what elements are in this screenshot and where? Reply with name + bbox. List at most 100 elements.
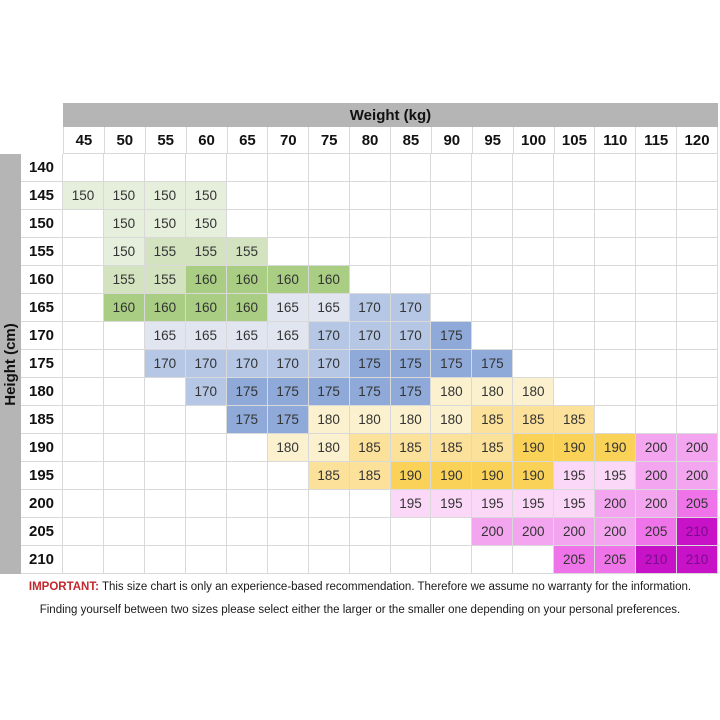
empty-cell <box>595 238 637 266</box>
weight-tick-110: 110 <box>595 127 637 154</box>
empty-cell <box>308 154 350 182</box>
empty-cell <box>554 266 596 294</box>
empty-cell <box>144 406 186 434</box>
empty-cell <box>63 518 104 546</box>
size-cell: 175 <box>349 378 391 406</box>
empty-cell <box>677 210 718 238</box>
weight-tick-115: 115 <box>636 127 678 154</box>
size-cell: 150 <box>185 210 227 238</box>
size-cell: 205 <box>636 518 678 546</box>
size-cell: 185 <box>390 434 432 462</box>
size-cell: 150 <box>144 210 186 238</box>
empty-cell <box>63 322 104 350</box>
size-cell: 200 <box>636 462 678 490</box>
size-cell: 165 <box>226 322 268 350</box>
empty-cell <box>103 462 145 490</box>
empty-cell <box>349 154 391 182</box>
empty-cell <box>185 462 227 490</box>
empty-cell <box>513 154 555 182</box>
weight-axis-title: Weight (kg) <box>63 103 718 127</box>
size-cell: 195 <box>431 490 473 518</box>
height-tick-210: 210 <box>21 546 63 574</box>
size-cell: 175 <box>390 378 432 406</box>
empty-cell <box>513 350 555 378</box>
size-cell: 150 <box>103 210 145 238</box>
size-cell: 190 <box>513 462 555 490</box>
size-cell: 155 <box>144 266 186 294</box>
empty-cell <box>103 378 145 406</box>
size-cell: 160 <box>185 294 227 322</box>
empty-cell <box>267 182 309 210</box>
size-cell: 150 <box>103 182 145 210</box>
empty-cell <box>226 182 268 210</box>
disclaimer-line-1: IMPORTANT: This size chart is only an ex… <box>0 581 720 593</box>
empty-cell <box>144 154 186 182</box>
empty-cell <box>308 210 350 238</box>
size-cell: 195 <box>513 490 555 518</box>
empty-cell <box>431 210 473 238</box>
weight-tick-85: 85 <box>391 127 432 154</box>
empty-cell <box>390 546 432 574</box>
empty-cell <box>472 210 514 238</box>
size-cell: 200 <box>513 518 555 546</box>
size-cell: 175 <box>267 406 309 434</box>
size-cell: 170 <box>390 294 432 322</box>
empty-cell <box>267 210 309 238</box>
height-tick-160: 160 <box>21 266 63 294</box>
empty-cell <box>103 154 145 182</box>
size-cell: 200 <box>554 518 596 546</box>
size-cell: 190 <box>513 434 555 462</box>
empty-cell <box>267 490 309 518</box>
empty-cell <box>349 266 391 294</box>
size-cell: 170 <box>185 378 227 406</box>
empty-cell <box>431 546 473 574</box>
empty-cell <box>63 490 104 518</box>
empty-cell <box>63 154 104 182</box>
size-cell: 165 <box>308 294 350 322</box>
empty-cell <box>595 350 637 378</box>
empty-cell <box>308 238 350 266</box>
size-cell: 205 <box>677 490 718 518</box>
size-cell: 160 <box>103 294 145 322</box>
empty-cell <box>185 154 227 182</box>
empty-cell <box>349 490 391 518</box>
empty-cell <box>595 182 637 210</box>
weight-tick-75: 75 <box>309 127 351 154</box>
disclaimer-text-1: This size chart is only an experience-ba… <box>101 581 692 593</box>
empty-cell <box>267 546 309 574</box>
size-cell: 180 <box>513 378 555 406</box>
size-cell: 180 <box>472 378 514 406</box>
empty-cell <box>554 350 596 378</box>
size-cell: 180 <box>431 378 473 406</box>
weight-axis-title-label: Weight (kg) <box>349 106 432 124</box>
empty-cell <box>472 546 514 574</box>
empty-cell <box>349 546 391 574</box>
size-cell: 170 <box>144 350 186 378</box>
empty-cell <box>513 266 555 294</box>
weight-tick-65: 65 <box>227 127 269 154</box>
weight-tick-80: 80 <box>350 127 391 154</box>
size-cell: 180 <box>308 406 350 434</box>
size-cell: 170 <box>308 322 350 350</box>
empty-cell <box>226 546 268 574</box>
weight-tick-95: 95 <box>472 127 514 154</box>
empty-cell <box>144 546 186 574</box>
size-cell: 180 <box>390 406 432 434</box>
size-cell: 185 <box>431 434 473 462</box>
weight-tick-60: 60 <box>186 127 228 154</box>
empty-cell <box>63 294 104 322</box>
size-cell: 165 <box>267 322 309 350</box>
empty-cell <box>63 266 104 294</box>
height-axis-title-label: Height (cm) <box>2 322 19 406</box>
size-cell: 170 <box>267 350 309 378</box>
empty-cell <box>595 294 637 322</box>
empty-cell <box>472 266 514 294</box>
empty-cell <box>390 210 432 238</box>
empty-cell <box>636 182 678 210</box>
size-cell: 175 <box>349 350 391 378</box>
empty-cell <box>267 462 309 490</box>
size-cell: 190 <box>554 434 596 462</box>
empty-cell <box>185 490 227 518</box>
empty-cell <box>431 266 473 294</box>
